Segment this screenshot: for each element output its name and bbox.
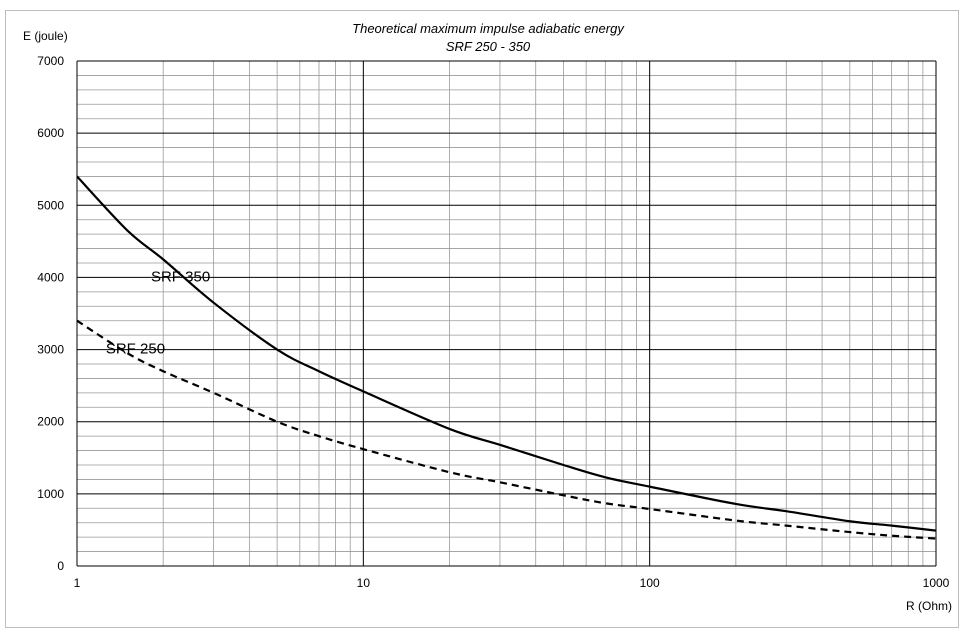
y-tick-label: 3000	[37, 343, 64, 357]
series-lines	[76, 175, 937, 540]
y-axis-label: E (joule)	[23, 29, 68, 43]
major-gridlines	[76, 60, 937, 567]
series-label: SRF 250	[106, 341, 165, 358]
x-tick-label: 1000	[923, 576, 950, 590]
x-tick-label: 100	[640, 576, 660, 590]
x-tick-label: 1	[74, 576, 81, 590]
x-tick-label: 10	[357, 576, 371, 590]
chart-subtitle: SRF 250 - 350	[446, 39, 531, 54]
y-tick-label: 4000	[37, 270, 64, 284]
series-label: SRF 350	[151, 268, 210, 285]
y-tick-label: 0	[57, 559, 64, 573]
series-line-srf-250	[76, 319, 937, 540]
x-axis-label: R (Ohm)	[906, 599, 952, 613]
series-labels: SRF 350 SRF 250	[106, 268, 210, 357]
y-tick-label: 1000	[37, 487, 64, 501]
series-line-srf-350	[76, 175, 937, 532]
y-tick-label: 5000	[37, 198, 64, 212]
chart-frame	[5, 10, 959, 628]
tick-labels: 0 1000 2000 3000 4000 5000 6000 7000 1 10 100 1000	[37, 54, 949, 590]
chart-title: Theoretical maximum impulse adiabatic en…	[352, 21, 625, 36]
y-tick-label: 7000	[37, 54, 64, 68]
y-tick-label: 2000	[37, 415, 64, 429]
minor-gridlines	[77, 61, 936, 566]
y-tick-label: 6000	[37, 126, 64, 140]
